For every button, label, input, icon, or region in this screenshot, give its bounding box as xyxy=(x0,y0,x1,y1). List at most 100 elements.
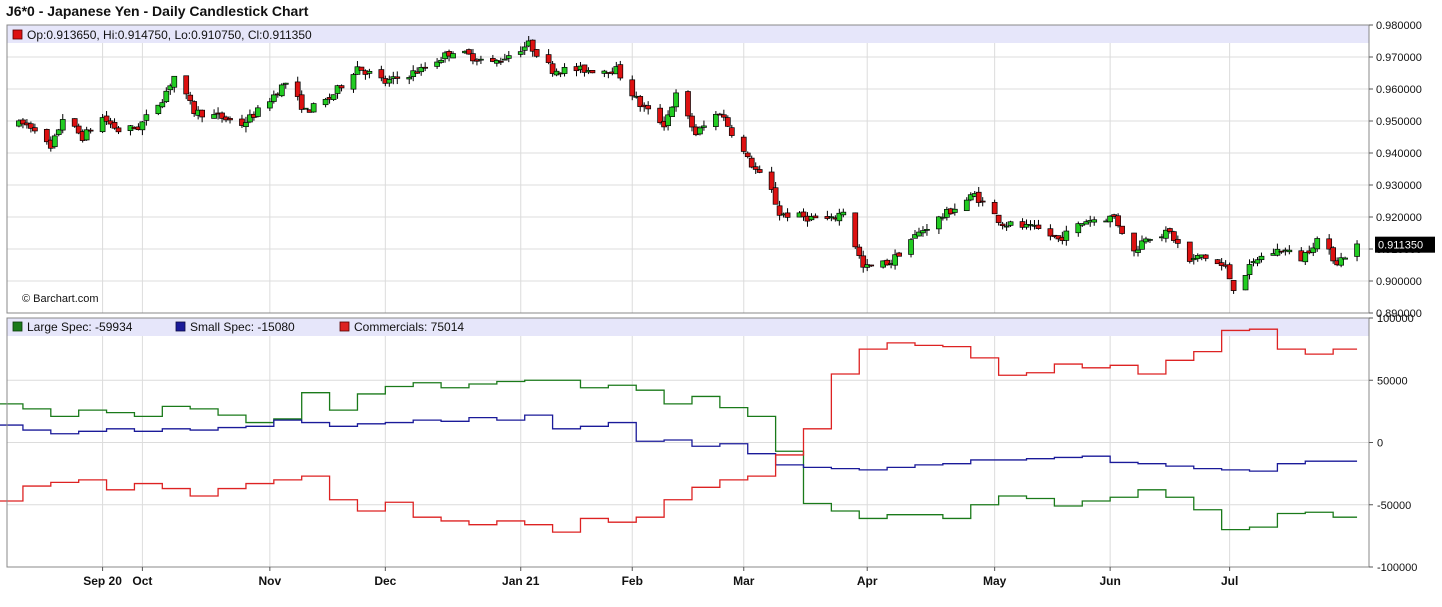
candle xyxy=(1242,275,1249,291)
candle-body xyxy=(701,125,707,128)
candle-body xyxy=(1254,259,1261,264)
candle xyxy=(665,110,671,131)
candle-body xyxy=(1242,275,1249,291)
candle xyxy=(836,208,843,226)
candle xyxy=(1135,245,1141,257)
price-tick-label: 0.980000 xyxy=(1376,20,1422,32)
candle-body xyxy=(434,61,440,67)
candle xyxy=(657,104,663,125)
candle-body xyxy=(1174,239,1181,244)
cot-tick-label: 0 xyxy=(1377,438,1383,450)
candle xyxy=(270,90,277,104)
candle xyxy=(637,94,644,112)
candle-body xyxy=(366,70,373,74)
candle-body xyxy=(940,216,946,219)
candle xyxy=(1091,216,1098,226)
candle xyxy=(1246,259,1253,280)
candlestick-series xyxy=(16,35,1360,294)
candle-body xyxy=(800,211,807,218)
candle-body xyxy=(466,49,472,55)
candle-body xyxy=(410,70,417,77)
candle xyxy=(840,208,847,218)
candle xyxy=(338,84,345,92)
candle-body xyxy=(302,107,309,110)
candle-body xyxy=(669,106,675,117)
candle-body xyxy=(665,114,671,127)
candle xyxy=(924,223,930,236)
candle xyxy=(386,75,393,87)
price-tick-label: 0.930000 xyxy=(1376,180,1422,192)
candle xyxy=(501,53,508,61)
candle xyxy=(533,49,540,58)
candle-body xyxy=(1330,247,1337,262)
candle xyxy=(856,244,863,259)
price-panel-frame xyxy=(6,24,1370,314)
cot-tick-label: -50000 xyxy=(1377,500,1411,512)
candle-body xyxy=(478,58,484,61)
candle xyxy=(521,41,528,55)
candle-body xyxy=(748,157,755,168)
candle-body xyxy=(1171,231,1177,241)
candle-body xyxy=(87,129,94,132)
candle-body xyxy=(713,113,719,127)
candle-body xyxy=(1258,255,1265,261)
candle-body xyxy=(334,85,341,94)
candle xyxy=(28,121,34,133)
candle-body xyxy=(1326,238,1333,250)
commercials-swatch xyxy=(339,321,350,332)
candle-body xyxy=(298,94,305,110)
candle-body xyxy=(645,105,652,110)
candle-body xyxy=(995,214,1002,223)
candle xyxy=(394,71,401,85)
candle xyxy=(1023,219,1030,230)
candle xyxy=(1310,242,1317,257)
candle-body xyxy=(1214,259,1221,265)
ohlc-legend-text: Op:0.913650, Hi:0.914750, Lo:0.910750, C… xyxy=(27,28,312,42)
candle-body xyxy=(920,230,926,234)
candle xyxy=(852,212,859,249)
candle-body xyxy=(501,58,508,61)
candle xyxy=(936,215,942,235)
candle-body xyxy=(1075,223,1082,234)
last-price-box xyxy=(1375,236,1435,253)
candle xyxy=(1131,232,1137,257)
candle xyxy=(466,48,472,55)
candle-body xyxy=(720,114,727,118)
candle-body xyxy=(1119,225,1125,234)
candle-body xyxy=(255,107,261,117)
x-tick-label: Mar xyxy=(733,574,755,588)
x-tick-label: Nov xyxy=(259,574,282,588)
candle-body xyxy=(836,212,843,222)
candle xyxy=(673,89,679,112)
candle xyxy=(127,125,134,136)
candle-body xyxy=(776,205,783,216)
x-tick-label: Apr xyxy=(857,574,878,588)
candle-body xyxy=(517,51,524,55)
candle xyxy=(211,109,217,119)
candle xyxy=(470,48,476,65)
candle xyxy=(1063,225,1070,246)
candle xyxy=(991,199,998,215)
candle xyxy=(55,128,62,137)
candle xyxy=(1083,219,1090,225)
candle-body xyxy=(470,53,476,62)
candle xyxy=(967,192,974,202)
candle-body xyxy=(740,136,747,152)
candle-body xyxy=(32,127,38,132)
candle xyxy=(1302,252,1309,266)
candle xyxy=(896,251,902,257)
candle xyxy=(294,76,301,101)
candle-body xyxy=(83,129,90,141)
candle-body xyxy=(187,94,194,101)
candle-body xyxy=(183,75,190,95)
candle-body xyxy=(386,79,393,84)
candle-body xyxy=(924,228,930,231)
candle xyxy=(940,213,946,221)
candle-body xyxy=(896,252,902,257)
candle xyxy=(1147,238,1153,243)
candle xyxy=(884,258,890,266)
candle xyxy=(1226,262,1233,280)
candle xyxy=(1171,230,1177,243)
large-spec-swatch xyxy=(12,321,23,332)
candle-body xyxy=(1186,241,1193,262)
